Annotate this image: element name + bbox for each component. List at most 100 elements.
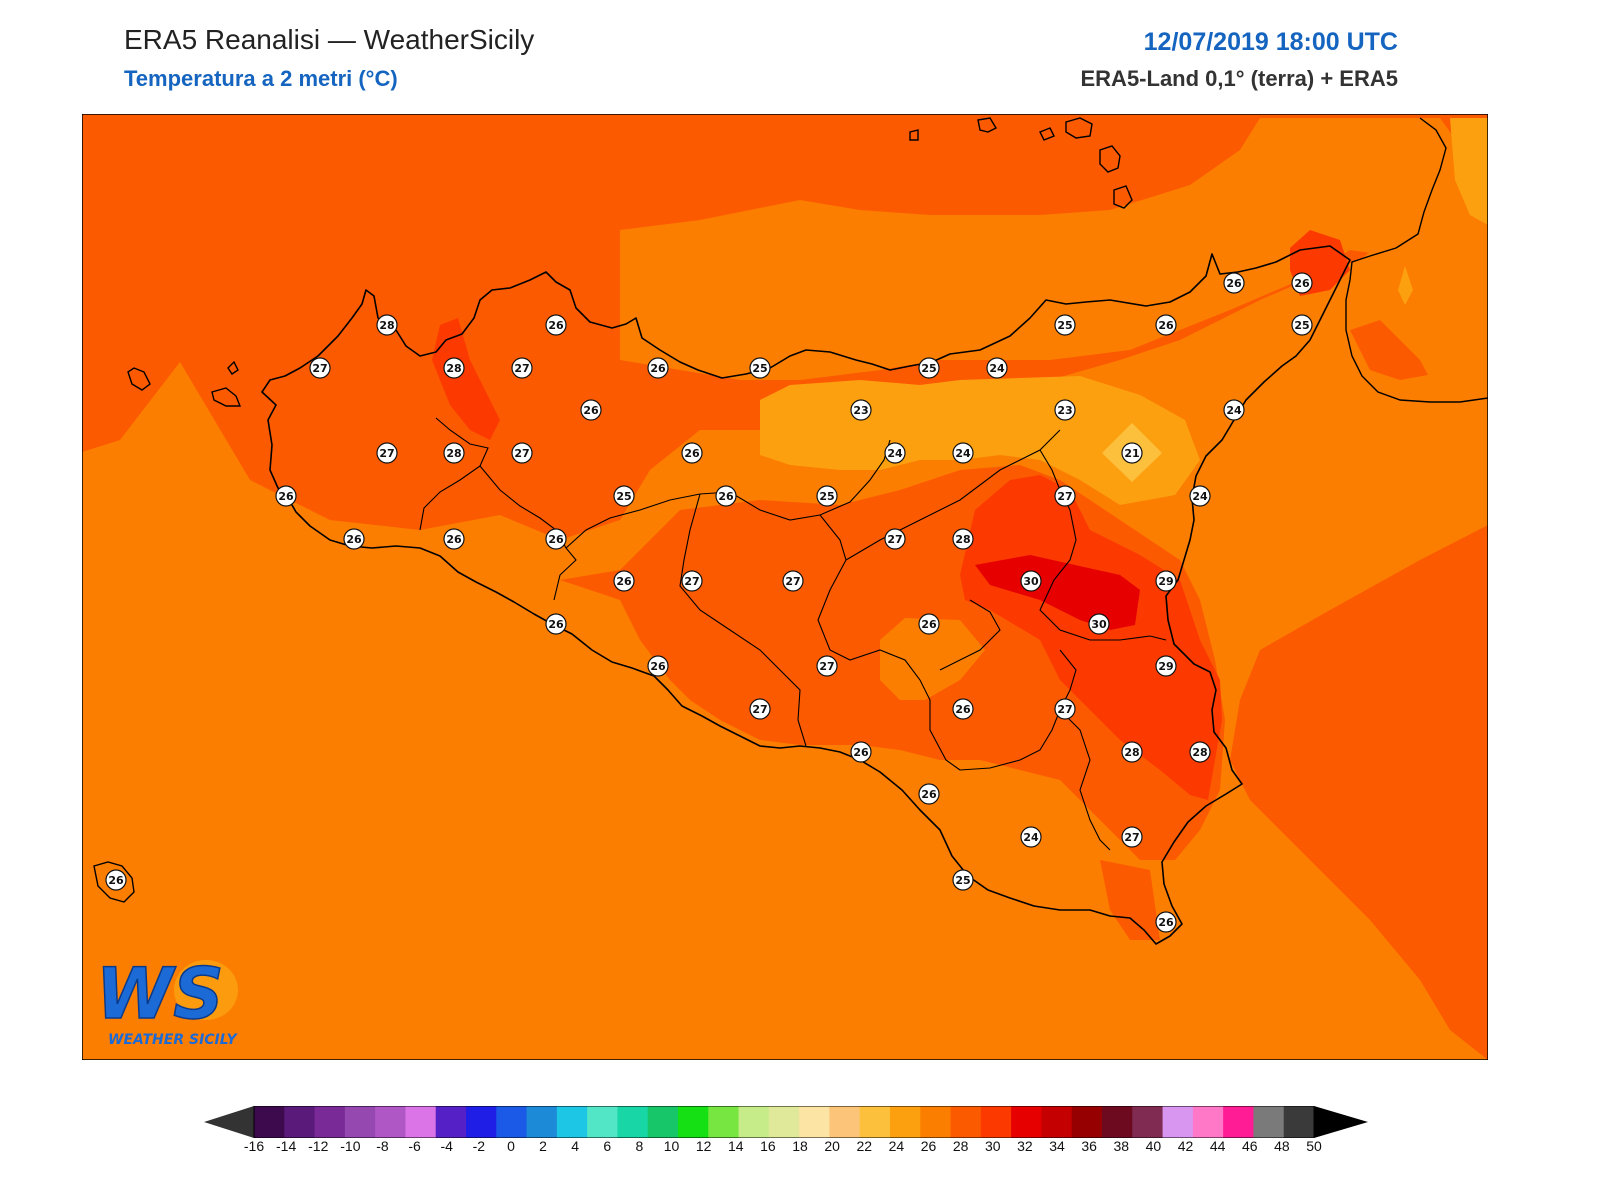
station-value-marker: 23 (850, 399, 872, 421)
field-26-28-east-sea (1350, 320, 1428, 380)
field-22-24-ne (1450, 118, 1488, 225)
station-value-marker: 26 (545, 528, 567, 550)
station-marker-circle (376, 314, 398, 336)
station-marker-circle (884, 528, 906, 550)
station-marker-circle (1223, 399, 1245, 421)
station-value-label: 27 (752, 703, 767, 716)
station-value-marker: 28 (952, 528, 974, 550)
station-value-label: 23 (853, 404, 868, 417)
station-marker-circle (1020, 570, 1042, 592)
colorbar-cell (678, 1106, 709, 1138)
station-value-marker: 27 (782, 570, 804, 592)
field-24-26-north (620, 118, 1470, 380)
station-marker-circle (647, 655, 669, 677)
colorbar-cell (1132, 1106, 1164, 1138)
colorbar-tick-label: 4 (571, 1138, 580, 1154)
station-value-marker: 27 (681, 570, 703, 592)
station-marker-circle (275, 485, 297, 507)
station-value-marker: 26 (952, 698, 974, 720)
station-marker-circle (613, 570, 635, 592)
colorbar-tick-label: 26 (920, 1138, 937, 1154)
station-marker-circle (986, 357, 1008, 379)
colorbar-tick-label: 40 (1145, 1138, 1162, 1154)
colorbar-tick-label: 36 (1081, 1138, 1097, 1154)
station-value-label: 27 (684, 575, 699, 588)
station-value-label: 25 (616, 490, 631, 503)
sicily-coastline (261, 245, 1351, 945)
station-value-marker: 25 (613, 485, 635, 507)
station-value-marker: 23 (1054, 399, 1076, 421)
station-value-marker: 24 (1020, 826, 1042, 848)
colorbar-tick-label: -14 (275, 1138, 297, 1154)
station-marker-circle (715, 485, 737, 507)
station-value-marker: 28 (1189, 741, 1211, 763)
station-value-label: 26 (1158, 319, 1174, 332)
station-value-label: 24 (887, 447, 903, 460)
station-marker-circle (647, 357, 669, 379)
station-marker-circle (1020, 826, 1042, 848)
map-subtitle: Temperatura a 2 metri (°C) (124, 66, 398, 91)
field-30-32-east (975, 555, 1140, 630)
station-marker-circle (782, 570, 804, 592)
station-marker-circle (749, 698, 771, 720)
colorbar-cell (1253, 1106, 1285, 1138)
station-value-label: 24 (1226, 404, 1242, 417)
station-value-marker: 26 (545, 613, 567, 635)
colorbar-cell (587, 1106, 618, 1138)
station-value-label: 27 (312, 362, 327, 375)
station-marker-circle (681, 570, 703, 592)
station-marker-circle (511, 357, 533, 379)
weathersicily-logo: WS WEATHER SICILY (95, 952, 238, 1048)
colorbar-under-arrow (204, 1106, 254, 1138)
station-value-label: 27 (1057, 703, 1072, 716)
station-value-marker: 27 (816, 655, 838, 677)
colorbar-cell (829, 1106, 861, 1138)
colorbar-tick-label: 42 (1177, 1138, 1194, 1154)
station-value-marker: 26 (715, 485, 737, 507)
station-value-label: 28 (446, 447, 461, 460)
station-value-marker: 27 (309, 357, 331, 379)
station-value-marker: 26 (647, 357, 669, 379)
station-value-label: 26 (921, 788, 937, 801)
station-value-label: 25 (1057, 319, 1072, 332)
station-value-label: 26 (718, 490, 734, 503)
islands (93, 117, 1133, 903)
colorbar-tick-label: 14 (728, 1138, 744, 1154)
station-value-marker: 26 (1223, 272, 1245, 294)
colorbar-cell (1041, 1106, 1073, 1138)
station-value-label: 26 (1226, 277, 1242, 290)
station-value-marker: 26 (443, 528, 465, 550)
station-marker-circle (580, 399, 602, 421)
station-value-marker: 27 (1121, 826, 1143, 848)
field-26-28-se-coast (1100, 860, 1160, 940)
station-value-label: 26 (583, 404, 599, 417)
station-value-marker: 29 (1155, 655, 1177, 677)
colorbar-tick-label: 0 (507, 1138, 515, 1154)
station-marker-circle (309, 357, 331, 379)
station-marker-circle (1121, 741, 1143, 763)
colorbar-cell (768, 1106, 800, 1138)
colorbar-cell (890, 1106, 921, 1138)
field-22-24-strait (1398, 266, 1413, 305)
station-value-marker: 24 (986, 357, 1008, 379)
station-value-marker: 28 (1121, 741, 1143, 763)
station-value-label: 27 (514, 362, 529, 375)
station-value-label: 27 (514, 447, 529, 460)
station-value-label: 28 (1192, 746, 1207, 759)
station-marker-circle (545, 528, 567, 550)
station-value-marker: 26 (613, 570, 635, 592)
station-value-marker: 24 (1223, 399, 1245, 421)
station-value-marker: 30 (1088, 613, 1110, 635)
station-value-label: 27 (887, 533, 902, 546)
colorbar-tick-label: 30 (984, 1138, 1001, 1154)
station-marker-circle (511, 442, 533, 464)
station-value-marker: 26 (1155, 314, 1177, 336)
station-value-marker: 26 (105, 869, 127, 891)
station-marker-circle (918, 613, 940, 635)
station-value-marker: 29 (1155, 570, 1177, 592)
map-source: ERA5-Land 0,1° (terra) + ERA5 (1080, 66, 1399, 91)
station-marker-circle (1291, 272, 1313, 294)
station-marker-circle (443, 357, 465, 379)
station-marker-circle (1223, 272, 1245, 294)
colorbar-cell (405, 1106, 437, 1138)
